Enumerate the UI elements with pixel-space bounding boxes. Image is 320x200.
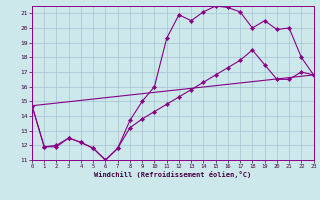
X-axis label: Windchill (Refroidissement éolien,°C): Windchill (Refroidissement éolien,°C): [94, 171, 252, 178]
